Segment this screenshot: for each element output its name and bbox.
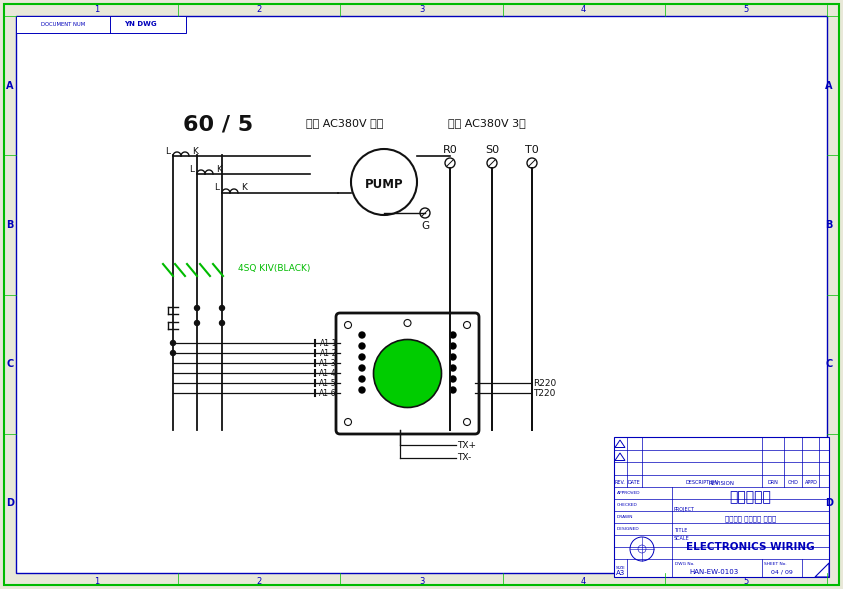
Text: 4SQ KIV(BLACK): 4SQ KIV(BLACK): [238, 263, 310, 273]
Circle shape: [170, 350, 175, 356]
Text: A: A: [825, 81, 833, 91]
Text: 3: 3: [419, 5, 424, 15]
Text: C: C: [7, 359, 13, 369]
Text: 1: 1: [94, 5, 99, 15]
Text: APPROVED: APPROVED: [617, 491, 641, 495]
Text: T220: T220: [533, 389, 556, 398]
Text: 2: 2: [256, 577, 262, 585]
FancyBboxPatch shape: [336, 313, 479, 434]
Text: CHD: CHD: [787, 481, 798, 485]
Text: K: K: [192, 147, 198, 155]
Text: 04 / 09: 04 / 09: [771, 570, 793, 574]
Circle shape: [450, 332, 456, 338]
Text: 현장 AC380V 3상: 현장 AC380V 3상: [448, 118, 526, 128]
Circle shape: [170, 340, 175, 346]
Text: HAN-EW-0103: HAN-EW-0103: [690, 569, 738, 575]
Text: DRAWN: DRAWN: [617, 515, 633, 519]
Text: 60 / 5: 60 / 5: [183, 115, 253, 135]
Text: DESCRIPTION: DESCRIPTION: [685, 481, 718, 485]
Circle shape: [359, 332, 365, 338]
Text: YN DWG: YN DWG: [124, 21, 156, 27]
Circle shape: [450, 354, 456, 360]
Text: A1-3: A1-3: [319, 359, 337, 368]
Text: D: D: [6, 498, 14, 508]
Circle shape: [359, 365, 365, 371]
Text: C: C: [825, 359, 833, 369]
Circle shape: [450, 376, 456, 382]
Text: L: L: [189, 164, 194, 174]
Text: K: K: [216, 164, 222, 174]
Text: R0: R0: [443, 145, 458, 155]
Text: 2: 2: [256, 5, 262, 15]
Text: R220: R220: [533, 379, 556, 388]
Text: APPD: APPD: [804, 481, 818, 485]
Text: B: B: [6, 220, 13, 230]
Text: SIZE: SIZE: [616, 566, 626, 570]
Text: PUMP: PUMP: [365, 177, 403, 190]
Text: REVISION: REVISION: [708, 481, 734, 486]
Text: A3: A3: [616, 570, 626, 576]
Text: ELECTRONICS WIRING: ELECTRONICS WIRING: [686, 542, 815, 552]
Text: 3: 3: [419, 577, 424, 585]
Bar: [16, 16, 186, 33]
Text: 4: 4: [581, 5, 587, 15]
Text: DOCUMENT NUM: DOCUMENT NUM: [40, 22, 85, 27]
Text: 4: 4: [581, 577, 587, 585]
Circle shape: [219, 320, 224, 326]
Text: T0: T0: [525, 145, 539, 155]
Text: A1-5: A1-5: [319, 379, 337, 388]
Text: S0: S0: [485, 145, 499, 155]
Circle shape: [195, 320, 200, 326]
Circle shape: [450, 365, 456, 371]
Text: 5: 5: [744, 5, 749, 15]
Circle shape: [450, 343, 456, 349]
Bar: [614, 437, 829, 577]
Circle shape: [359, 343, 365, 349]
Circle shape: [359, 376, 365, 382]
Circle shape: [195, 306, 200, 310]
Text: 자산관리 모니터링 시스템: 자산관리 모니터링 시스템: [725, 516, 776, 522]
Text: A1-2: A1-2: [319, 349, 337, 358]
Text: PROJECT: PROJECT: [674, 507, 695, 511]
Text: A1-1: A1-1: [319, 339, 337, 348]
Text: SHEET No.: SHEET No.: [764, 562, 787, 566]
Text: REV.: REV.: [615, 481, 626, 485]
Text: B: B: [825, 220, 833, 230]
Text: DWG No.: DWG No.: [675, 562, 695, 566]
Text: G: G: [421, 221, 429, 231]
Text: DRN: DRN: [768, 481, 778, 485]
Text: K: K: [241, 184, 247, 193]
Text: 5: 5: [744, 577, 749, 585]
Text: 현장 AC380V 펀프: 현장 AC380V 펀프: [306, 118, 384, 128]
Circle shape: [373, 339, 442, 408]
Text: L: L: [214, 184, 219, 193]
Text: DATE: DATE: [628, 481, 641, 485]
Circle shape: [450, 387, 456, 393]
Text: D: D: [825, 498, 833, 508]
Text: DESIGNED: DESIGNED: [617, 527, 640, 531]
Text: SCALE: SCALE: [674, 537, 690, 541]
Text: TX-: TX-: [458, 454, 472, 462]
Text: A1-4: A1-4: [319, 369, 337, 378]
Text: 한양대학교: 한양대학교: [729, 490, 771, 504]
Circle shape: [359, 354, 365, 360]
Text: CHECKED: CHECKED: [617, 503, 638, 507]
Circle shape: [219, 306, 224, 310]
Text: L: L: [165, 147, 170, 155]
Text: TX+: TX+: [458, 441, 476, 449]
Text: A: A: [6, 81, 13, 91]
Text: A1-6: A1-6: [319, 389, 337, 398]
Circle shape: [359, 387, 365, 393]
Text: TITLE: TITLE: [674, 528, 687, 534]
Text: 1: 1: [94, 577, 99, 585]
